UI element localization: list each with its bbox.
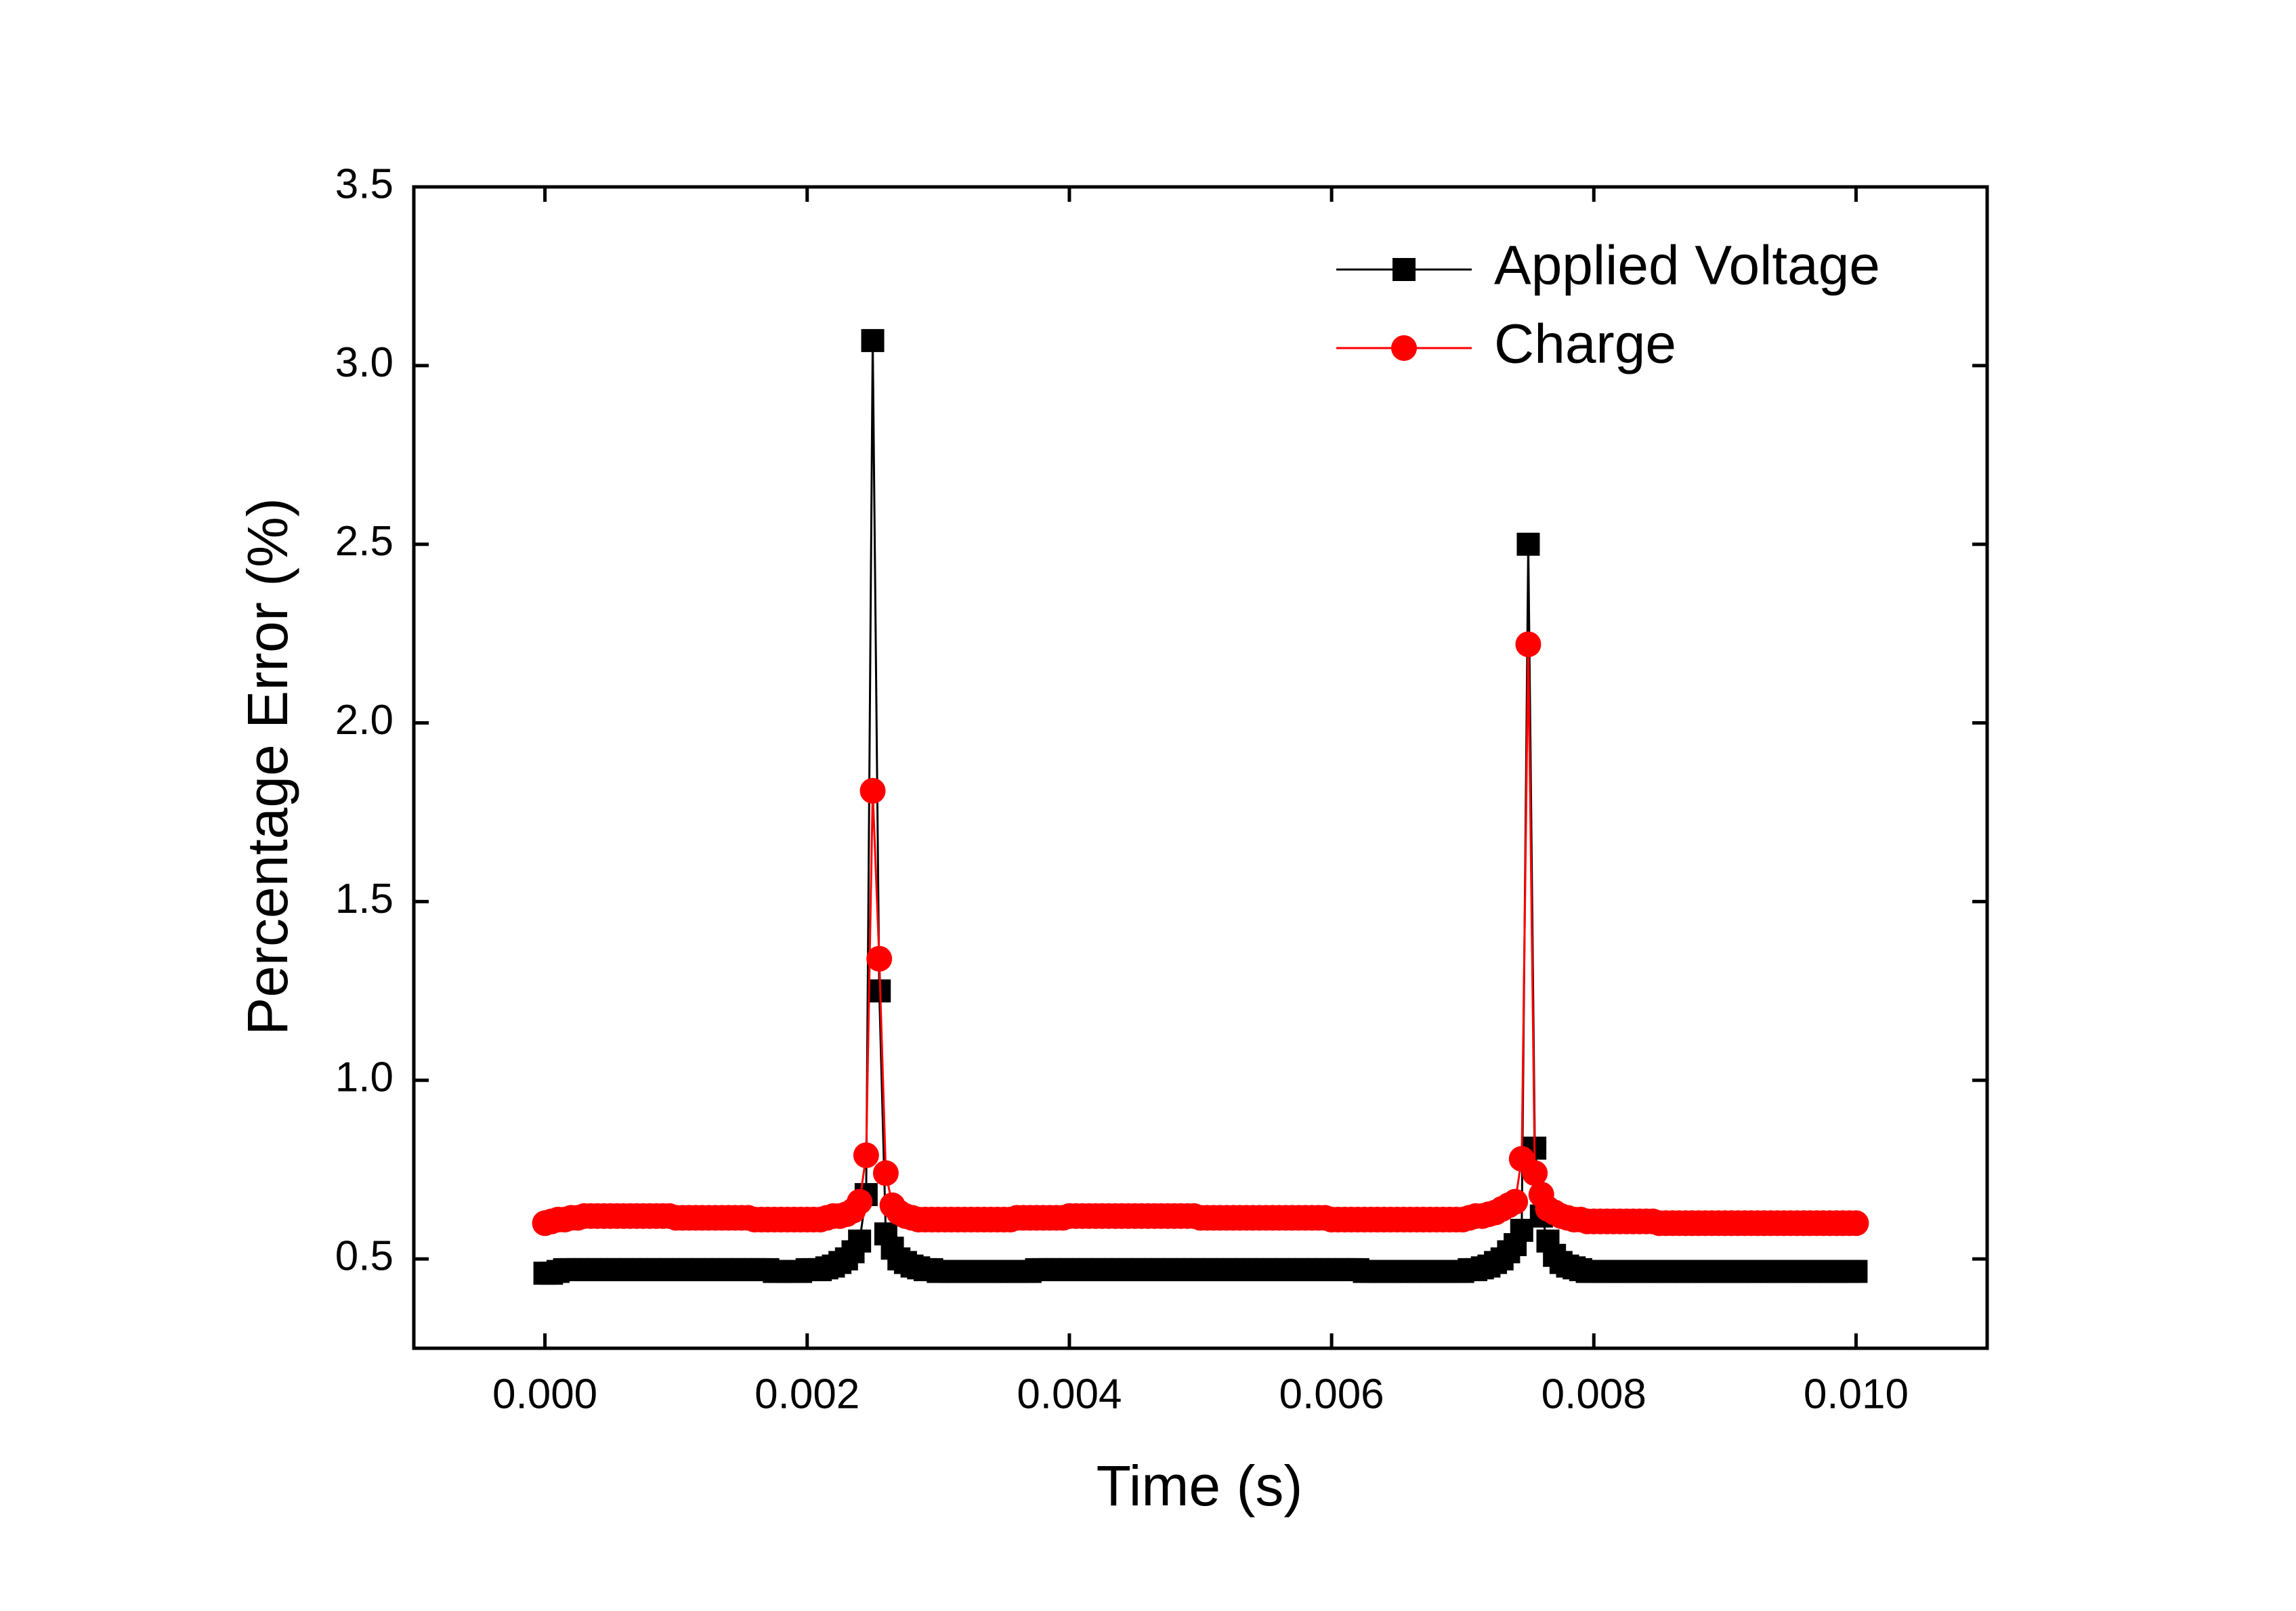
marker (866, 945, 893, 972)
marker (1502, 1188, 1529, 1215)
series-line (545, 644, 1856, 1224)
y-tick-label: 2.5 (335, 518, 394, 565)
marker (1515, 631, 1542, 658)
x-tick-label: 0.000 (492, 1371, 597, 1417)
marker (872, 1160, 899, 1186)
x-tick-label: 0.010 (1804, 1371, 1909, 1417)
legend-label: Applied Voltage (1494, 235, 1880, 297)
y-tick-label: 3.0 (335, 339, 394, 386)
marker (1391, 335, 1417, 361)
x-tick-label: 0.006 (1279, 1371, 1384, 1417)
marker (1510, 1218, 1533, 1242)
marker (1393, 258, 1416, 281)
legend-label: Charge (1494, 314, 1676, 375)
y-tick-label: 1.5 (335, 876, 394, 922)
marker (1516, 532, 1540, 556)
y-tick-label: 0.5 (335, 1232, 394, 1279)
series-line (545, 340, 1856, 1274)
plot-frame (412, 185, 1989, 1350)
marker (853, 1142, 879, 1169)
marker (1522, 1160, 1548, 1186)
marker (848, 1229, 872, 1253)
y-tick-label: 2.0 (335, 697, 394, 744)
y-tick-label: 1.0 (335, 1054, 394, 1101)
y-tick-label: 3.5 (335, 160, 394, 207)
marker (859, 777, 886, 804)
x-tick-label: 0.008 (1542, 1371, 1646, 1417)
marker (861, 328, 885, 352)
series (533, 328, 1868, 1285)
marker (1843, 1210, 1869, 1237)
x-axis-title: Time (s) (1097, 1454, 1303, 1518)
marker (847, 1188, 873, 1215)
y-axis-title: Percentage Error (%) (236, 498, 299, 1035)
x-tick-label: 0.004 (1017, 1371, 1122, 1417)
series (532, 631, 1869, 1237)
x-tick-label: 0.002 (754, 1371, 859, 1417)
marker (1844, 1260, 1868, 1283)
